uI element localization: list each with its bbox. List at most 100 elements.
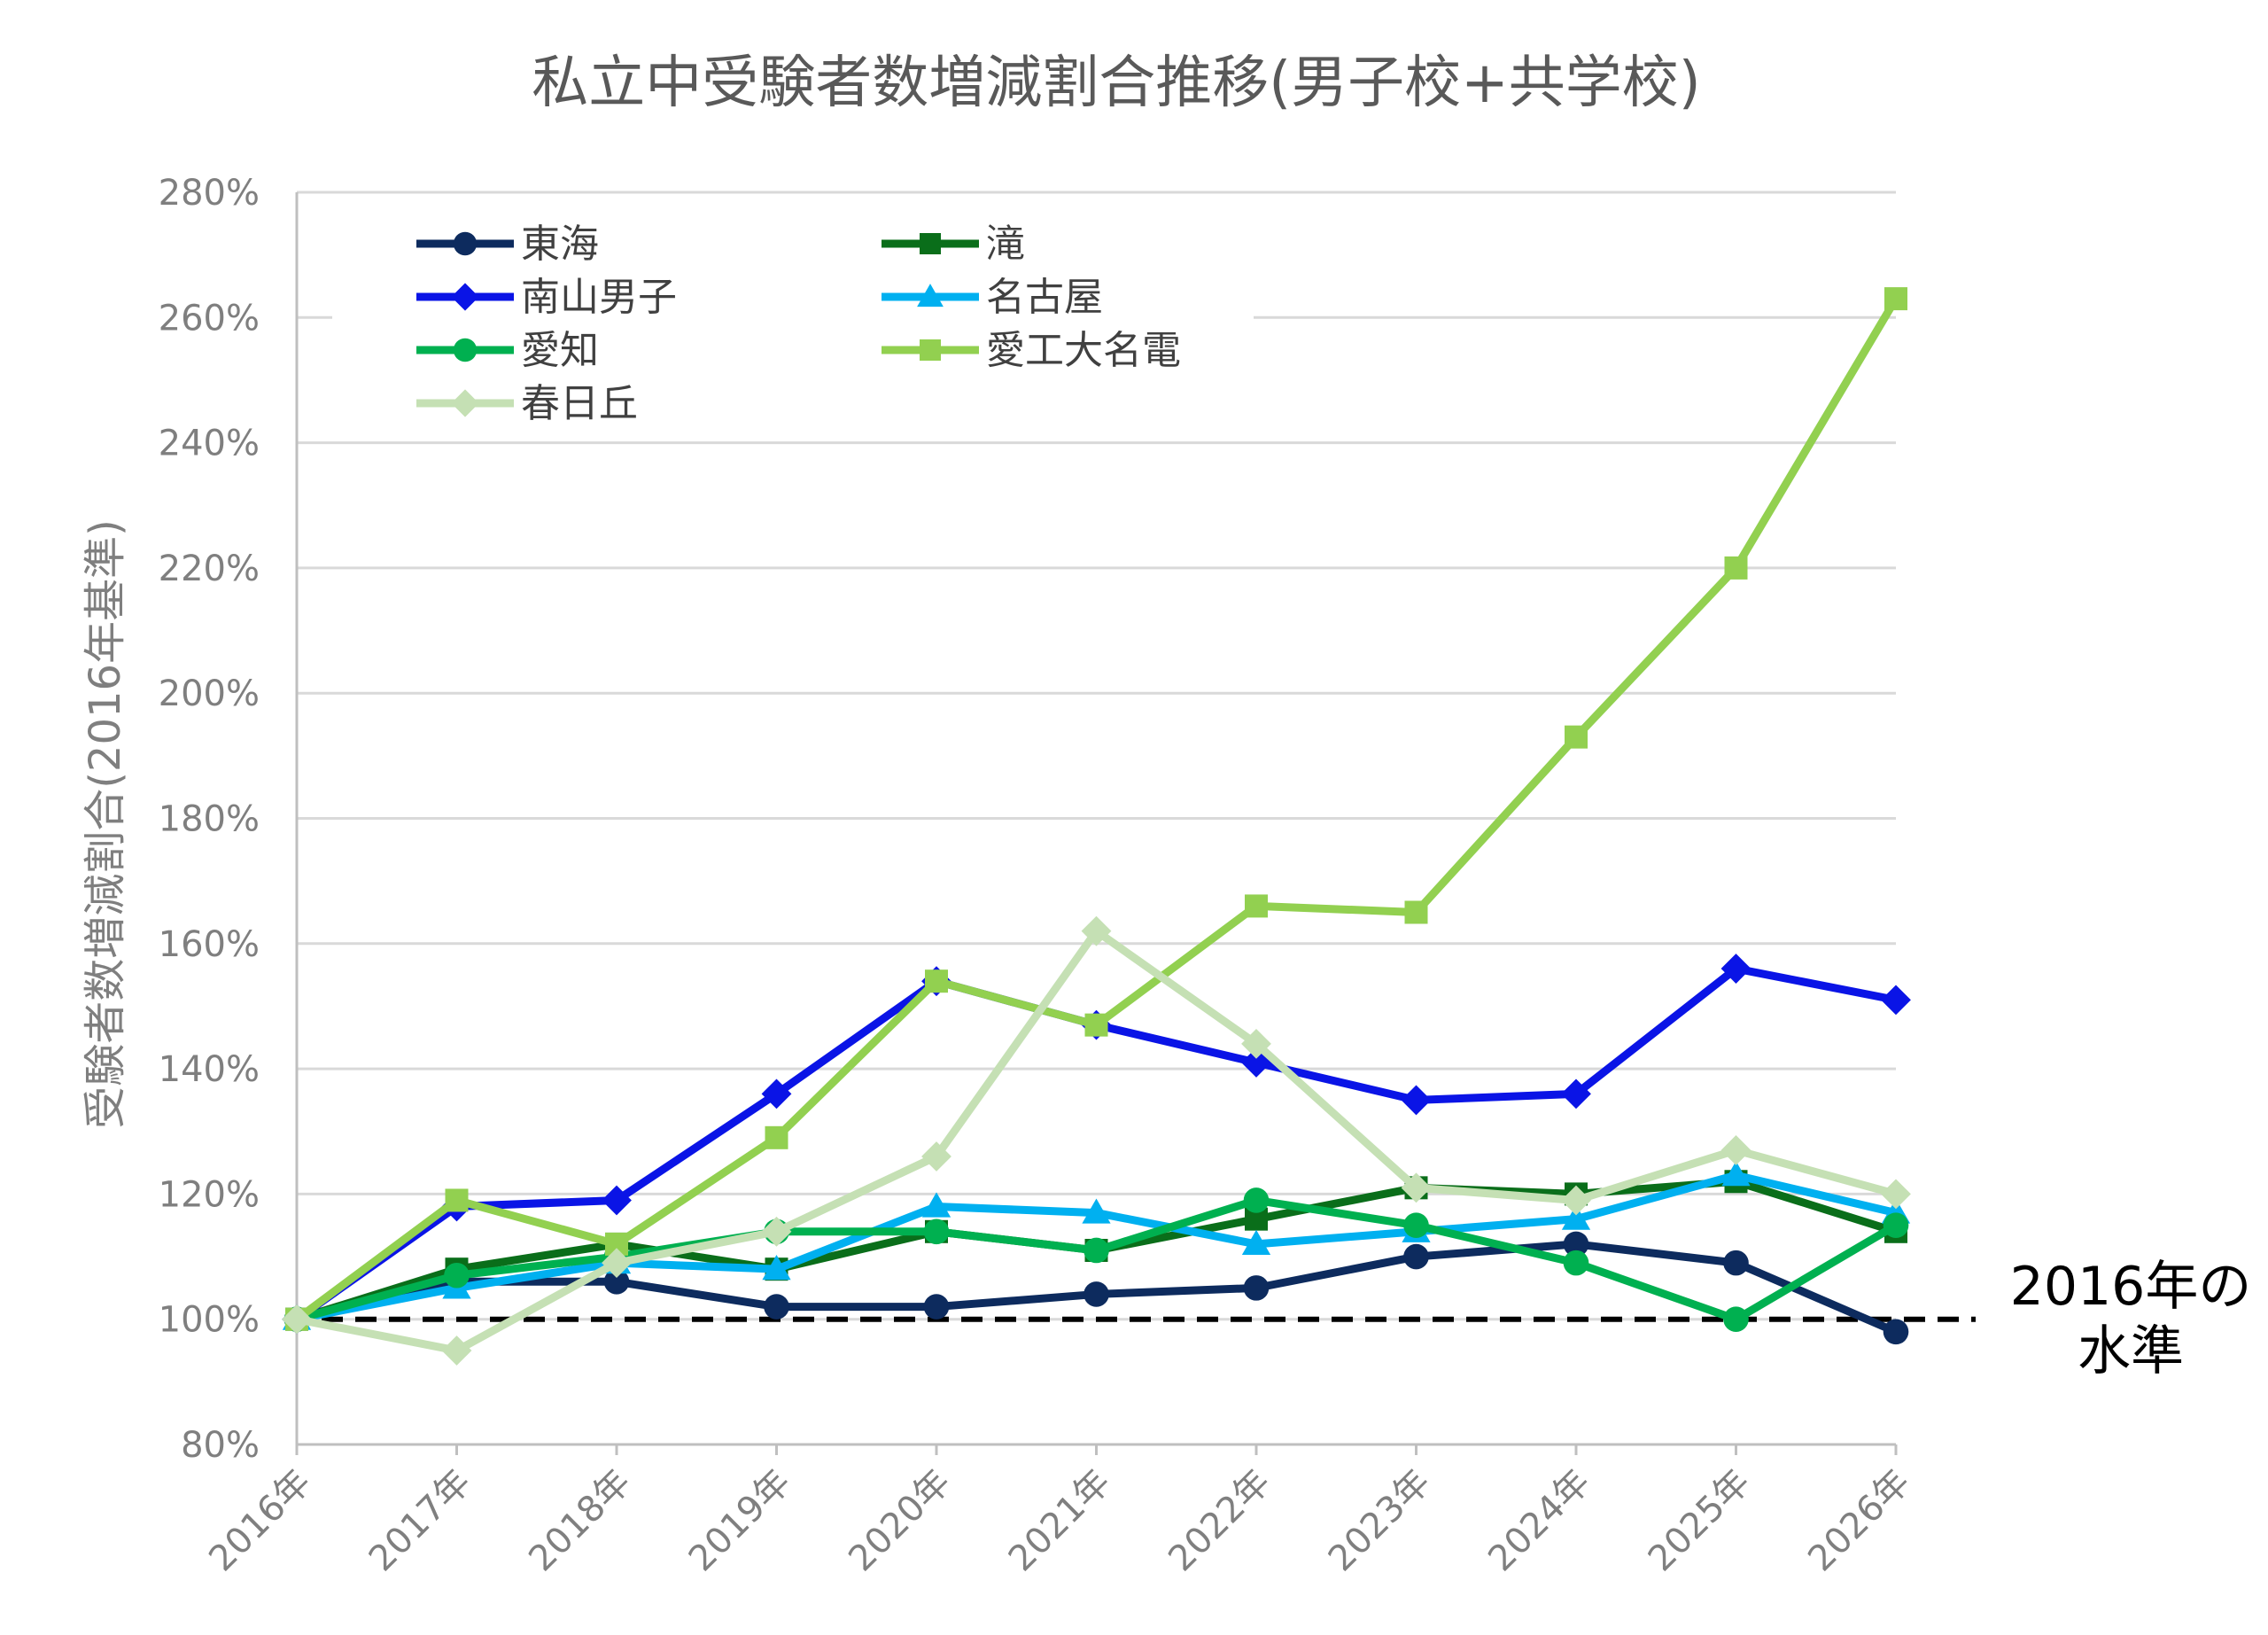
data-point <box>761 1078 792 1109</box>
data-point <box>1404 900 1428 924</box>
legend-item: 南山男子 <box>416 275 677 320</box>
data-point <box>761 1216 792 1247</box>
y-tick-label: 240% <box>159 424 260 464</box>
data-point <box>1884 287 1907 311</box>
y-tick-label: 100% <box>159 1300 260 1341</box>
data-point <box>1243 1187 1270 1213</box>
legend-marker <box>453 338 478 362</box>
x-tick-label: 2026年 <box>1800 1462 1918 1580</box>
data-point <box>1723 1250 1749 1276</box>
data-point <box>603 1269 630 1295</box>
x-tick-label: 2024年 <box>1480 1462 1598 1580</box>
legend-label: 東海 <box>521 222 599 267</box>
data-point <box>1720 954 1751 984</box>
legend-item: 滝 <box>882 222 1025 267</box>
data-point <box>1241 1028 1271 1059</box>
series-7 <box>282 915 1911 1366</box>
data-point <box>1081 915 1112 946</box>
legend-label: 愛知 <box>521 328 599 373</box>
data-point <box>923 1294 950 1320</box>
data-point <box>282 1304 312 1335</box>
data-point <box>1720 1135 1751 1165</box>
data-point <box>1084 1013 1108 1037</box>
x-tick-label: 2018年 <box>521 1462 639 1580</box>
x-tick-label: 2022年 <box>1161 1462 1278 1580</box>
legend-marker <box>920 339 941 361</box>
legend-item: 春日丘 <box>416 381 638 426</box>
series-group <box>282 287 1911 1366</box>
data-point <box>765 1125 788 1149</box>
annotation-group: 2016年の 水準 <box>2010 1256 2252 1382</box>
data-point <box>1563 1231 1589 1257</box>
data-point <box>441 1335 472 1366</box>
data-point <box>1401 1085 1432 1116</box>
x-tick-label: 2019年 <box>681 1462 799 1580</box>
data-point <box>1883 1319 1909 1345</box>
x-tick-label: 2021年 <box>1001 1462 1119 1580</box>
legend-marker <box>917 284 944 308</box>
y-tick-label: 80% <box>181 1425 260 1466</box>
legend-marker <box>453 231 478 256</box>
data-point <box>1563 1250 1589 1276</box>
data-point <box>1084 1237 1109 1264</box>
legend-marker <box>451 389 479 417</box>
y-tick-label: 180% <box>159 799 260 840</box>
x-tick-label: 2025年 <box>1641 1462 1759 1580</box>
legend-item: 東海 <box>416 222 599 267</box>
data-point <box>1881 985 1911 1016</box>
x-tick-label: 2017年 <box>361 1462 479 1580</box>
data-point <box>1561 1204 1591 1230</box>
data-point <box>1881 1179 1911 1210</box>
y-tick-label: 160% <box>159 924 260 965</box>
y-tick-label: 260% <box>159 298 260 339</box>
data-point <box>1403 1212 1429 1239</box>
data-point <box>444 1262 470 1289</box>
data-point <box>1565 725 1588 749</box>
legend-label: 愛工大名電 <box>986 328 1181 373</box>
data-point <box>602 1185 632 1216</box>
data-point <box>1401 1172 1432 1203</box>
y-axis-label: 受験者数増減割合(2016年基準) <box>81 519 130 1129</box>
baseline-annotation-line1: 2016年の <box>2010 1256 2252 1318</box>
legend-marker <box>920 233 941 254</box>
data-point <box>1561 1078 1591 1109</box>
x-tick-label: 2023年 <box>1321 1462 1439 1580</box>
data-point <box>923 1218 950 1245</box>
y-tick-label: 200% <box>159 673 260 714</box>
legend-label: 南山男子 <box>521 275 677 320</box>
data-point <box>925 969 948 993</box>
x-tick-label: 2020年 <box>841 1462 959 1580</box>
data-point <box>921 1141 951 1172</box>
chart-title: 私立中受験者数増減割合推移(男子校+共学校) <box>532 51 1701 116</box>
data-point <box>445 1188 469 1212</box>
data-point <box>921 1192 951 1218</box>
data-point <box>602 1248 632 1279</box>
data-point <box>1561 1185 1591 1216</box>
legend-marker <box>451 283 479 311</box>
legend-label: 滝 <box>986 222 1025 267</box>
data-point <box>1724 556 1748 580</box>
y-tick-label: 220% <box>159 549 260 589</box>
data-point <box>1243 1275 1270 1301</box>
data-point <box>1245 894 1268 918</box>
series-line <box>292 294 1900 1324</box>
y-tick-label: 280% <box>159 173 260 214</box>
x-tick-label: 2016年 <box>201 1462 319 1580</box>
y-tick-label: 120% <box>159 1174 260 1215</box>
legend-label: 名古屋 <box>986 275 1103 320</box>
data-point <box>762 1255 791 1281</box>
data-point <box>1723 1306 1749 1332</box>
data-point <box>1084 1281 1109 1307</box>
y-tick-label: 140% <box>159 1049 260 1090</box>
baseline-annotation-line2: 水準 <box>2078 1320 2184 1382</box>
data-point <box>764 1294 789 1320</box>
legend-item: 名古屋 <box>882 275 1103 320</box>
series-6 <box>285 287 1907 1331</box>
data-point <box>1403 1243 1429 1270</box>
data-point <box>1082 1198 1111 1224</box>
data-point <box>1721 1161 1751 1187</box>
data-point <box>1241 1229 1271 1256</box>
